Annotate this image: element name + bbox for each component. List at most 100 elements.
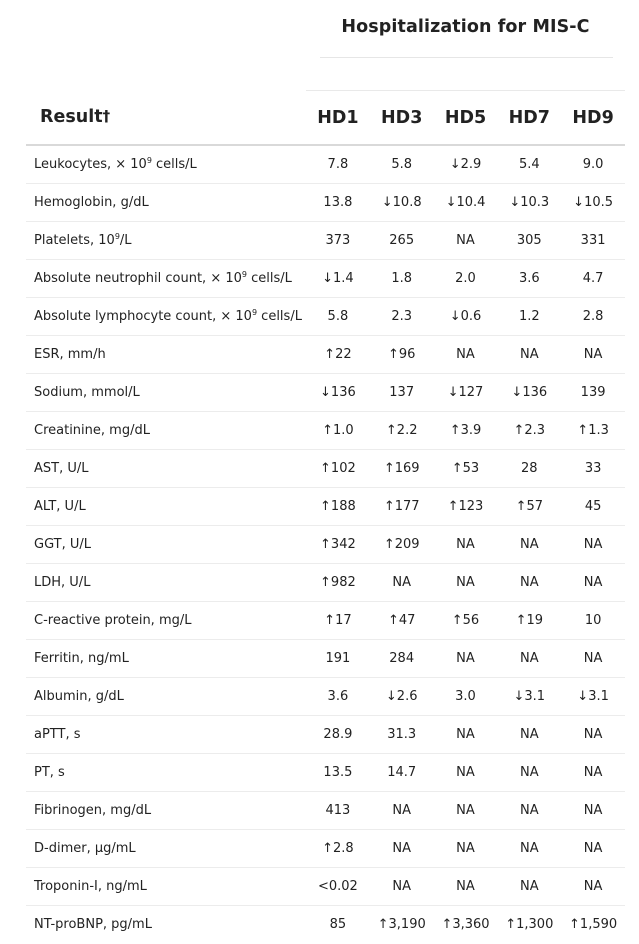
value-cell: ↓2.9 — [433, 145, 498, 184]
row-label: AST, U/L — [26, 449, 306, 488]
value-cell: ↑102 — [306, 449, 370, 488]
value-cell: 2.0 — [433, 259, 498, 298]
value-cell: NA — [433, 829, 498, 868]
result-column-header: Result† — [26, 90, 306, 146]
value-cell: 413 — [306, 791, 370, 830]
table-row: AST, U/L ↑102 ↑169 ↑53 28 33 — [26, 449, 625, 488]
value-cell: ↑3,360 — [441, 917, 490, 932]
header-row: Result† HD1 HD3 HD5 HD7 HD9 — [26, 90, 625, 146]
row-label-text: Leukocytes, × 10 — [34, 157, 147, 172]
value-cell: ↑3.9 — [433, 411, 498, 450]
value-cell: 5.4 — [497, 145, 562, 184]
value-cell: NA — [433, 525, 498, 564]
table-row: C-reactive protein, mg/L ↑17 ↑47 ↑56 ↑19 10 — [26, 601, 625, 640]
value-cell: 5.8 — [369, 145, 434, 184]
table-row: LDH, U/L ↑982 NA NA NA NA — [26, 563, 625, 602]
row-label-text: aPTT, s — [34, 727, 81, 742]
row-label: D-dimer, µg/mL — [26, 829, 306, 868]
table-row: Absolute neutrophil count, × 109 cells/L… — [26, 259, 625, 298]
value-cell: ↓10.8 — [369, 183, 434, 222]
table-row: ALT, U/L ↑188 ↑177 ↑123 ↑57 45 — [26, 487, 625, 526]
row-label-text: Sodium, mmol/L — [34, 385, 140, 400]
row-label-text: Ferritin, ng/mL — [34, 651, 129, 666]
value-cell: 13.8 — [306, 183, 370, 222]
row-label-text: AST, U/L — [34, 461, 89, 476]
value-cell: ↑209 — [369, 525, 434, 564]
row-label-text: Platelets, 10 — [34, 233, 115, 248]
row-label-superscript: 9 — [114, 232, 120, 241]
value-cell: 305 — [497, 221, 562, 260]
row-label-unit: cells/L — [257, 309, 302, 324]
value-cell: ↑57 — [497, 487, 562, 526]
table-row: NT-proBNP, pg/mL 85 ↑3,190 ↑3,360 ↑1,300 ↑1,5… — [26, 906, 625, 944]
value-cell: ↑188 — [306, 487, 370, 526]
value-cell: ↑123 — [433, 487, 498, 526]
value-cell: 28.9 — [306, 715, 370, 754]
row-label-text: Absolute neutrophil count, × 10 — [34, 271, 242, 286]
value-cell: 31.3 — [369, 715, 434, 754]
row-label: Creatinine, mg/dL — [26, 411, 306, 450]
value-cell: ↑342 — [306, 525, 370, 564]
value-cell: ↓136 — [497, 373, 562, 412]
value-cell: NA — [433, 867, 498, 906]
value-cell: 3.6 — [306, 677, 370, 716]
row-label: aPTT, s — [26, 715, 306, 754]
table-row: Troponin-I, ng/mL <0.02 NA NA NA NA — [26, 867, 625, 906]
value-cell: 284 — [369, 639, 434, 678]
value-cell: ↑1,590 — [569, 917, 618, 932]
row-label: Sodium, mmol/L — [26, 373, 306, 412]
value-cell: ↑3,190 — [377, 917, 426, 932]
table-row: Hemoglobin, g/dL 13.8 ↓10.8 ↓10.4 ↓10.3 ↓10.5 — [26, 183, 625, 222]
value-cell: NA — [561, 791, 625, 830]
table-row: aPTT, s 28.9 31.3 NA NA NA — [26, 715, 625, 754]
value-cell: ↓3.1 — [497, 677, 562, 716]
table-row: PT, s 13.5 14.7 NA NA NA — [26, 753, 625, 792]
row-label-text: Troponin-I, ng/mL — [34, 879, 147, 894]
day-column-header: HD1 — [306, 90, 370, 146]
value-cell: 265 — [369, 221, 434, 260]
table-row: Absolute lymphocyte count, × 109 cells/L… — [26, 297, 625, 336]
row-label-text: NT-proBNP, pg/mL — [34, 917, 152, 932]
row-label-text: GGT, U/L — [34, 537, 92, 552]
value-cell: NA — [369, 867, 434, 906]
value-cell: ↑169 — [369, 449, 434, 488]
value-cell: NA — [433, 221, 498, 260]
value-cell: NA — [561, 639, 625, 678]
value-cell: NA — [497, 753, 562, 792]
value-cell: NA — [561, 715, 625, 754]
row-label: C-reactive protein, mg/L — [26, 601, 306, 640]
value-cell: NA — [497, 563, 562, 602]
value-cell: ↓0.6 — [433, 297, 498, 336]
group-divider — [320, 57, 613, 58]
value-cell: ↑47 — [369, 601, 434, 640]
value-cell: <0.02 — [306, 867, 370, 906]
day-column-header: HD3 — [369, 90, 434, 146]
value-cell: NA — [561, 829, 625, 868]
day-column-header: HD5 — [433, 90, 498, 146]
table-row: Leukocytes, × 109 cells/L 7.8 5.8 ↓2.9 5.4 9.… — [26, 145, 625, 184]
row-label-unit: /L — [119, 233, 132, 248]
value-cell: ↓1.4 — [306, 259, 370, 298]
value-cell: NA — [497, 335, 562, 374]
result-header-label: Result — [40, 107, 103, 128]
row-label-superscript: 9 — [146, 156, 152, 165]
value-cell: 5.8 — [306, 297, 370, 336]
table-row: Albumin, g/dL 3.6 ↓2.6 3.0 ↓3.1 ↓3.1 — [26, 677, 625, 716]
value-cell: ↑1.0 — [306, 411, 370, 450]
table-row: Creatinine, mg/dL ↑1.0 ↑2.2 ↑3.9 ↑2.3 ↑1.3 — [26, 411, 625, 450]
value-cell: ↑1.3 — [561, 411, 625, 450]
value-cell: NA — [369, 563, 434, 602]
value-cell: NA — [497, 867, 562, 906]
value-cell: NA — [433, 791, 498, 830]
value-cell: 85 — [329, 917, 347, 932]
table-row: GGT, U/L ↑342 ↑209 NA NA NA — [26, 525, 625, 564]
row-label-text: Hemoglobin, g/dL — [34, 195, 149, 210]
value-cell: ↑982 — [306, 563, 370, 602]
value-cell: 28 — [497, 449, 562, 488]
value-cell: 191 — [306, 639, 370, 678]
value-cell: ↓10.5 — [561, 183, 625, 222]
row-label: Fibrinogen, mg/dL — [26, 791, 306, 830]
row-label-text: LDH, U/L — [34, 575, 91, 590]
row-label-text: Absolute lymphocyte count, × 10 — [34, 309, 252, 324]
row-label: LDH, U/L — [26, 563, 306, 602]
